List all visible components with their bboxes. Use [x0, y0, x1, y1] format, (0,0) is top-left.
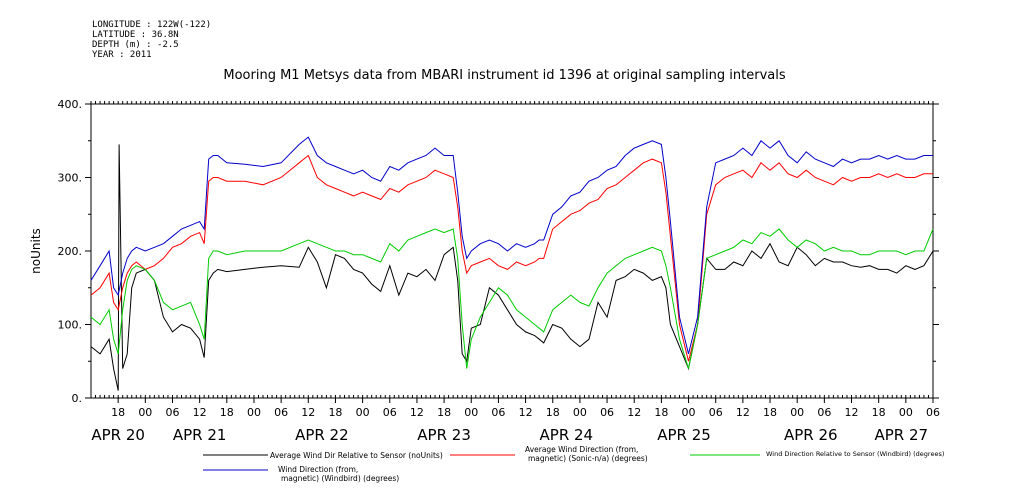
- x-tick-label: 12: [736, 406, 750, 419]
- series-line-2: [90, 228, 934, 369]
- longitude-label: LONGITUDE : 122W(-122): [92, 20, 212, 30]
- x-tick-label: 00: [573, 406, 587, 419]
- depth-label: DEPTH (m) : -2.5: [92, 40, 179, 50]
- x-tick-label: 00: [356, 406, 370, 419]
- chart-title: Mooring M1 Metsys data from MBARI instru…: [223, 68, 786, 83]
- x-tick-label: 18: [328, 406, 342, 419]
- x-tick-label: 06: [383, 406, 397, 419]
- x-tick-label: 12: [519, 406, 533, 419]
- series-line-0: [90, 144, 934, 391]
- legend-label-red-line1: Average Wind Direction (from,: [525, 445, 638, 454]
- x-tick-label: 18: [111, 406, 125, 419]
- x-day-label: APR 20: [91, 426, 145, 444]
- x-tick-label: 12: [193, 406, 207, 419]
- x-day-label: APR 25: [657, 426, 711, 444]
- x-tick-label: 00: [682, 406, 696, 419]
- legend-label-green: Wind Direction Relative to Sensor (Windb…: [766, 450, 944, 458]
- x-tick-label: 06: [165, 406, 179, 419]
- legend-label-red-line2: magnetic) (Sonic-n/a) (degrees): [528, 454, 648, 463]
- x-tick-label: 12: [845, 406, 859, 419]
- x-tick-label: 06: [817, 406, 831, 419]
- x-day-label: APR 24: [540, 426, 594, 444]
- latitude-label: LATITUDE : 36.8N: [92, 30, 179, 40]
- x-tick-label: 06: [600, 406, 614, 419]
- x-day-label: APR 21: [173, 426, 227, 444]
- x-tick-label: 12: [627, 406, 641, 419]
- x-tick-label: 00: [899, 406, 913, 419]
- x-day-label: APR 26: [784, 426, 838, 444]
- metadata-block: LONGITUDE : 122W(-122) LATITUDE : 36.8N …: [92, 20, 211, 60]
- legend-label-blue-line1: Wind Direction (from,: [278, 465, 358, 474]
- y-tick-label: 100.: [58, 319, 83, 332]
- x-tick-label: 18: [437, 406, 451, 419]
- x-day-label: APR 23: [417, 426, 471, 444]
- x-tick-label: 00: [247, 406, 261, 419]
- x-day-label: APR 27: [875, 426, 929, 444]
- x-tick-label: 18: [654, 406, 668, 419]
- series-line-1: [90, 154, 933, 362]
- x-tick-label: 06: [926, 406, 940, 419]
- x-tick-label: 00: [464, 406, 478, 419]
- y-tick-label: 300.: [58, 172, 83, 185]
- y-axis-label: noUnits: [29, 228, 43, 274]
- legend-label-blue-line2: magnetic) (Windbird) (degrees): [281, 474, 399, 483]
- axes: 0. 100. 200. 300. 400. noUnits 18 00 06 12 18 00 06 1…: [29, 98, 940, 444]
- series-group: [90, 136, 934, 391]
- x-tick-label: 06: [274, 406, 288, 419]
- x-tick-label: 06: [709, 406, 723, 419]
- x-tick-label: 12: [410, 406, 424, 419]
- series-line-3: [90, 136, 933, 355]
- x-tick-label: 00: [138, 406, 152, 419]
- y-tick-label: 400.: [58, 98, 83, 111]
- y-tick-label: 200.: [58, 245, 83, 258]
- x-day-label: APR 22: [295, 426, 349, 444]
- x-tick-label: 00: [790, 406, 804, 419]
- x-tick-label: 18: [220, 406, 234, 419]
- x-tick-label: 18: [763, 406, 777, 419]
- legend-label-black: Average Wind Dir Relative to Sensor (noU…: [270, 451, 443, 460]
- y-tick-label: 0.: [72, 392, 83, 405]
- x-tick-label: 18: [872, 406, 886, 419]
- legend: Average Wind Dir Relative to Sensor (noU…: [203, 445, 944, 483]
- x-tick-label: 06: [491, 406, 505, 419]
- x-tick-label: 18: [546, 406, 560, 419]
- year-label: YEAR : 2011: [92, 50, 152, 60]
- x-tick-label: 12: [301, 406, 315, 419]
